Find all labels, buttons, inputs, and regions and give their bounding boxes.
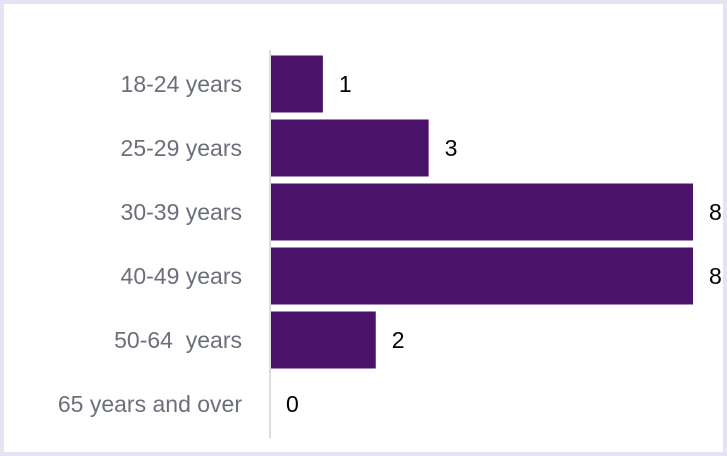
y-tick-label: 25-29 years	[121, 135, 242, 161]
y-tick-label: 65 years and over	[58, 391, 242, 417]
y-tick-label: 50-64 years	[114, 327, 242, 353]
data-label: 1	[339, 71, 352, 97]
bar	[271, 55, 323, 113]
y-tick-label: 30-39 years	[121, 199, 242, 225]
data-label: 3	[445, 135, 458, 161]
bar	[271, 247, 693, 305]
y-tick-label: 40-49 years	[121, 263, 242, 289]
y-tick-label: 18-24 years	[121, 71, 242, 97]
data-label: 8	[709, 263, 722, 289]
data-label: 8	[709, 199, 722, 225]
data-label: 0	[286, 391, 299, 417]
bar	[271, 311, 376, 369]
data-label: 2	[392, 327, 405, 353]
bar	[271, 119, 429, 177]
bar	[271, 183, 693, 241]
